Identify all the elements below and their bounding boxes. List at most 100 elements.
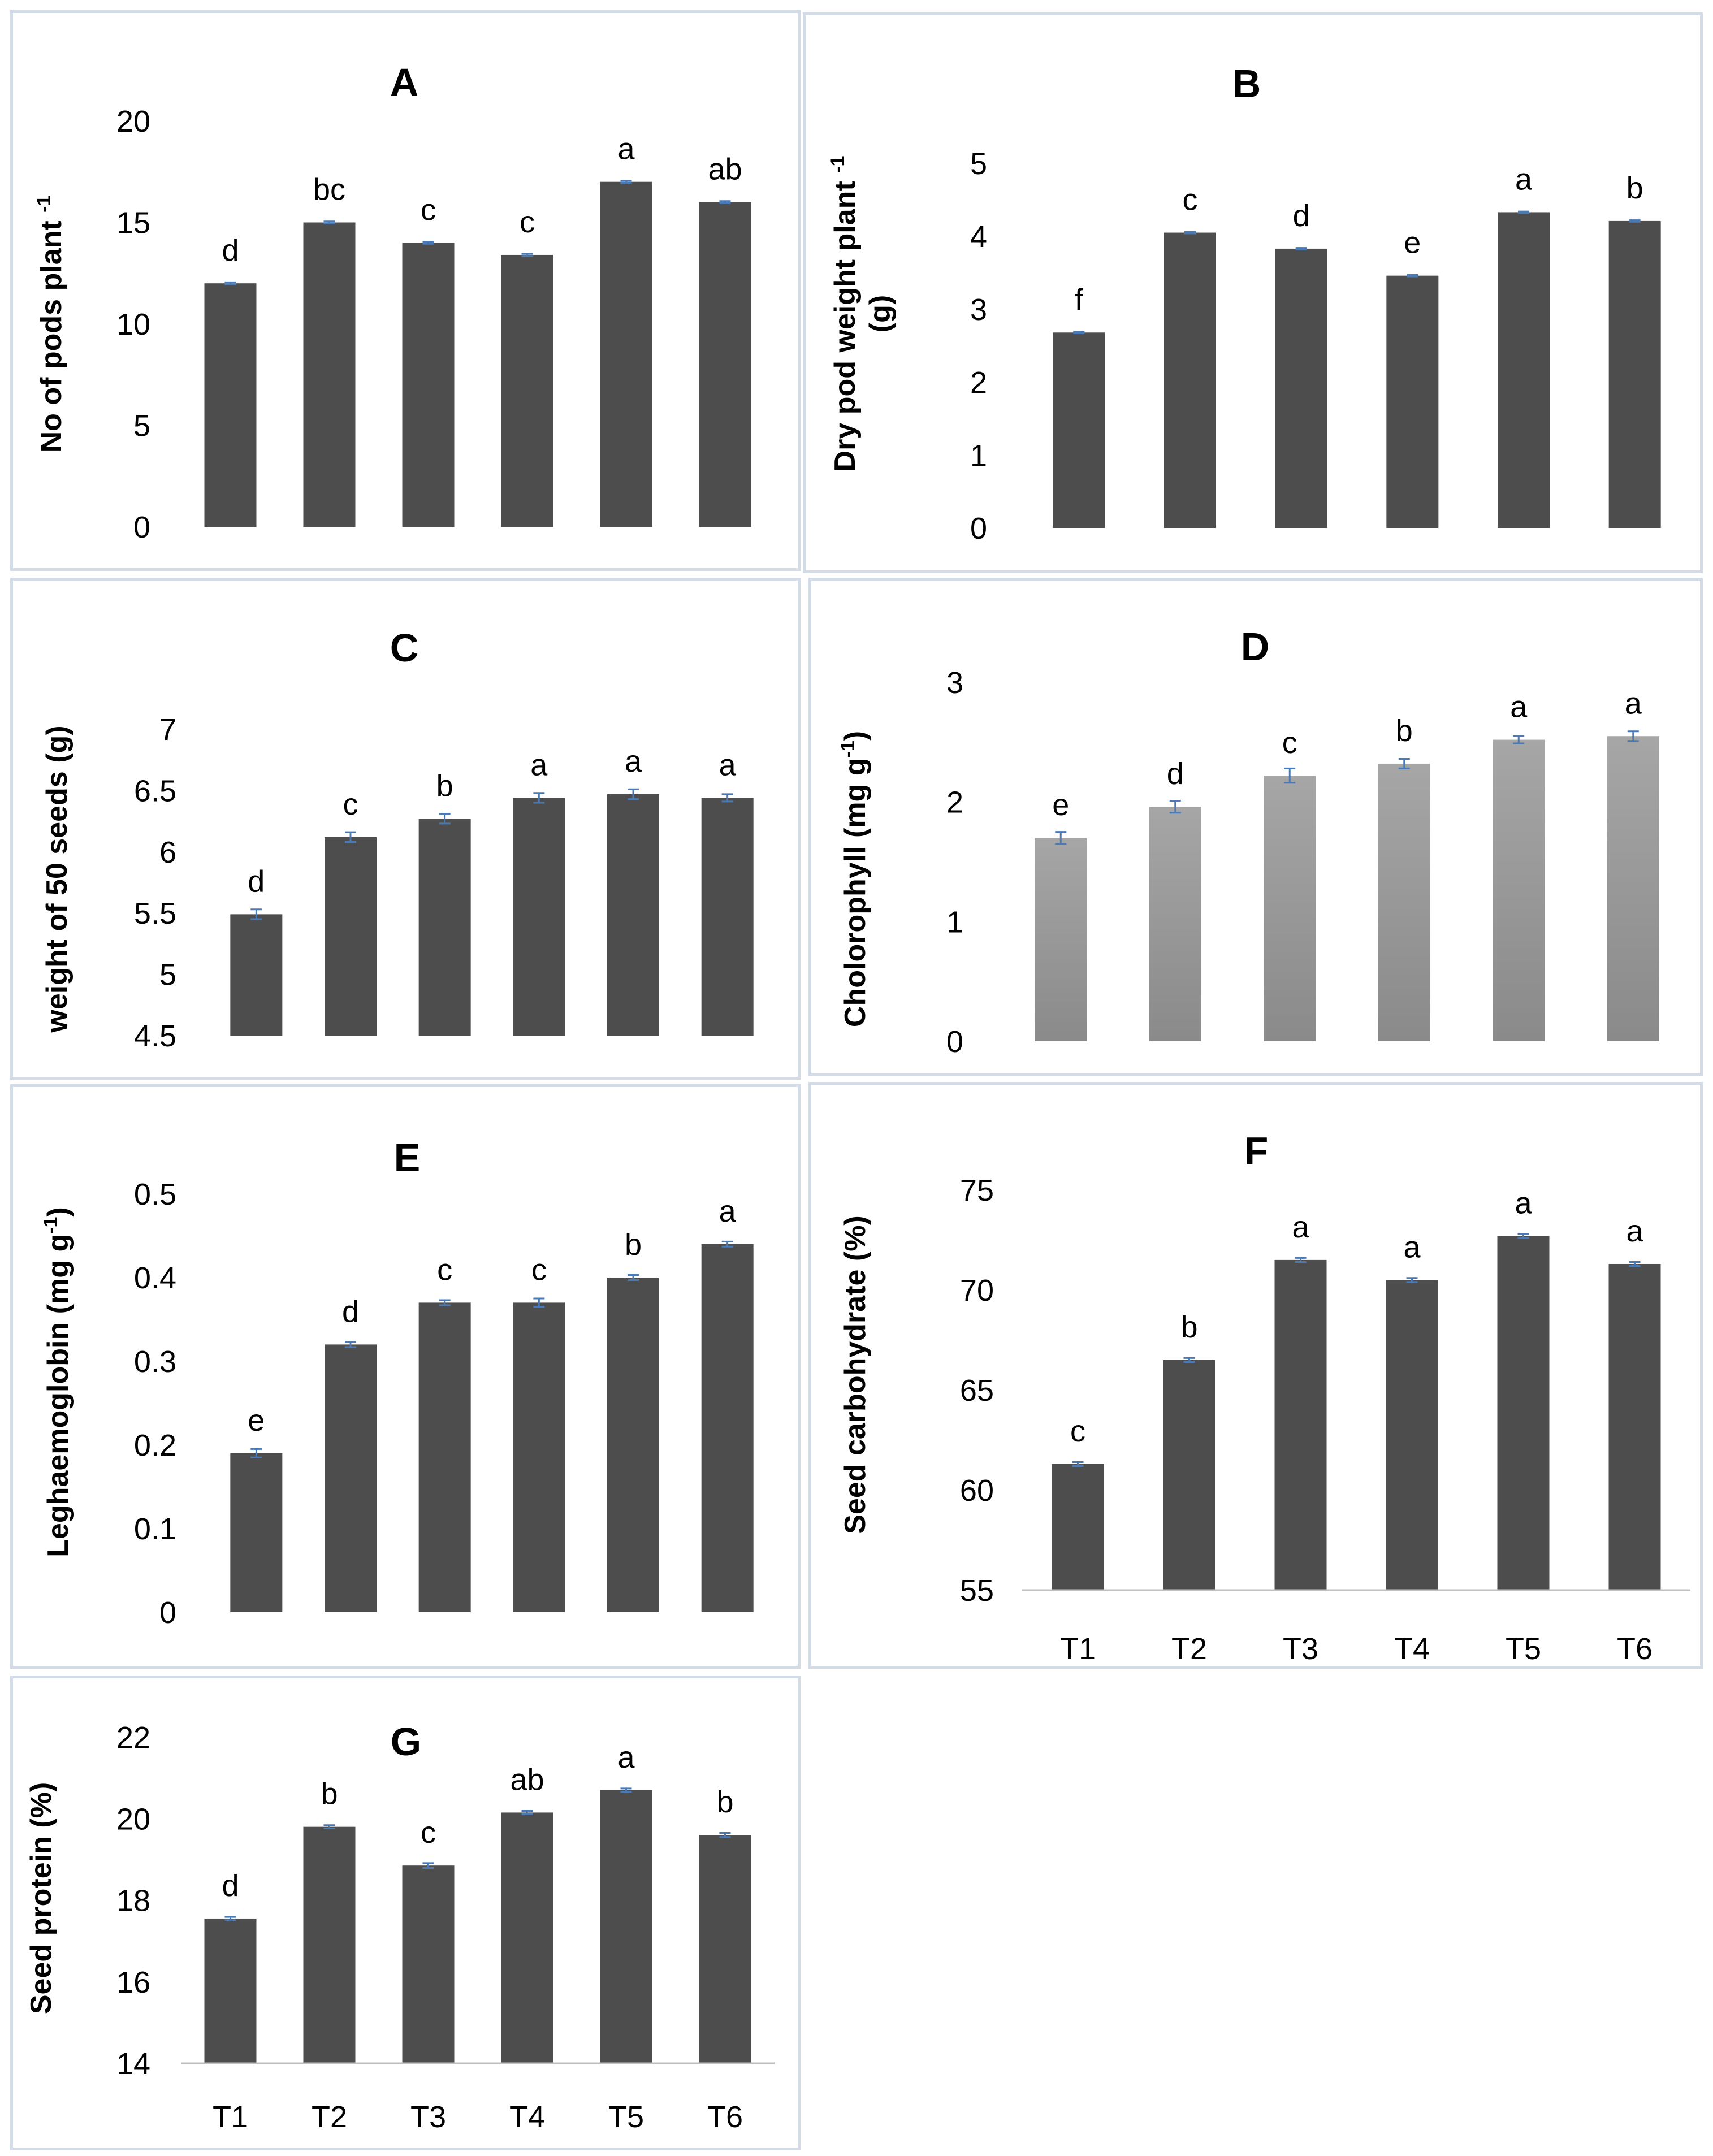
- chart-e-ytick: 0.3: [134, 1345, 176, 1379]
- chart-c-letter: d: [248, 864, 265, 898]
- chart-a-ytick: 10: [116, 308, 150, 341]
- chart-b-ytick: 3: [970, 293, 987, 327]
- chart-f-ytick: 55: [960, 1574, 994, 1608]
- chart-c-bar: [418, 819, 471, 1036]
- chart-b-ylabel-line2: (g): [864, 295, 897, 332]
- chart-f-letter: a: [1292, 1210, 1309, 1244]
- chart-d-bar: [1035, 838, 1087, 1041]
- chart-g-bar: [699, 1835, 751, 2063]
- chart-b-ytick: 5: [970, 147, 987, 181]
- chart-d-letter: d: [1167, 757, 1184, 791]
- chart-b-ylabel: Dry pod weight plant -1: [827, 156, 862, 472]
- chart-f-xtick: T4: [1394, 1632, 1430, 1666]
- chart-d-bar: [1378, 763, 1430, 1041]
- chart-c-letter: c: [343, 787, 358, 821]
- chart-d-ytick: 0: [946, 1025, 963, 1059]
- chart-f-ytick: 70: [960, 1274, 994, 1308]
- chart-g-ylabel: Seed protein (%): [25, 1782, 58, 2014]
- panel-f: [808, 1082, 1703, 1669]
- chart-c-letter: a: [625, 744, 642, 778]
- chart-c-ytick: 6: [159, 835, 176, 869]
- chart-a-letter: c: [421, 193, 436, 227]
- chart-d-ytick: 3: [946, 666, 963, 700]
- chart-d-letter: e: [1052, 788, 1069, 822]
- chart-d-letter: c: [1282, 726, 1297, 760]
- chart-f-bar: [1163, 1360, 1215, 1590]
- chart-g-letter: d: [222, 1869, 239, 1903]
- chart-a-bar: [402, 243, 455, 527]
- chart-g-ytick: 16: [116, 1965, 150, 1999]
- chart-a-letter: c: [520, 205, 535, 239]
- chart-g-xtick: T1: [213, 2100, 248, 2134]
- chart-g-letter: a: [617, 1741, 635, 1774]
- chart-f-bar: [1608, 1263, 1661, 1590]
- chart-b-ytick: 0: [970, 512, 987, 546]
- chart-f-bar: [1386, 1280, 1438, 1590]
- chart-f-xtick: T2: [1171, 1632, 1207, 1666]
- chart-f-bar: [1497, 1236, 1550, 1590]
- chart-g-letter: b: [321, 1777, 338, 1811]
- chart-a-letter: ab: [708, 153, 742, 187]
- chart-a-bar: [600, 181, 652, 527]
- chart-g-bar: [204, 1918, 257, 2063]
- chart-g-bar: [402, 1865, 455, 2063]
- chart-g-ytick: 14: [116, 2047, 150, 2081]
- chart-d-title: D: [1241, 625, 1270, 669]
- chart-d-bar: [1149, 807, 1201, 1041]
- chart-a-bar: [501, 254, 553, 527]
- chart-b-title: B: [1232, 62, 1261, 106]
- chart-e-ytick: 0.1: [134, 1512, 176, 1546]
- chart-g-xtick: T2: [312, 2100, 347, 2134]
- chart-a-ylabel: No of pods plant -1: [33, 196, 68, 453]
- chart-b-ytick: 2: [970, 366, 987, 400]
- chart-c-letter: a: [530, 748, 548, 782]
- chart-e-bar: [325, 1344, 377, 1612]
- chart-f-ylabel: Seed carbohydrate (%): [839, 1215, 872, 1534]
- chart-e-bar: [513, 1302, 565, 1612]
- chart-b-bar: [1608, 220, 1661, 528]
- chart-g-xtick: T3: [410, 2100, 446, 2134]
- chart-b-ytick: 1: [970, 439, 987, 473]
- chart-c-title: C: [390, 626, 419, 670]
- chart-g-ytick: 18: [116, 1884, 150, 1918]
- chart-b-bar: [1275, 248, 1327, 528]
- chart-f-xtick: T5: [1506, 1632, 1541, 1666]
- chart-a-ytick: 20: [116, 105, 150, 138]
- chart-b-letter: a: [1515, 162, 1533, 196]
- chart-f-xtick: T6: [1617, 1632, 1653, 1666]
- chart-b-bar: [1164, 232, 1216, 528]
- chart-g-bar: [600, 1790, 652, 2063]
- chart-a-letter: bc: [313, 173, 345, 207]
- chart-a-ytick: 0: [133, 510, 150, 544]
- chart-b-letter: d: [1293, 199, 1310, 233]
- chart-a-bar: [303, 222, 356, 527]
- chart-e-ytick: 0.2: [134, 1428, 176, 1462]
- chart-f-ytick: 75: [960, 1174, 994, 1207]
- chart-b-ytick: 4: [970, 220, 987, 254]
- chart-g-xtick: T5: [608, 2100, 644, 2134]
- chart-d-bar: [1493, 739, 1545, 1041]
- chart-f-letter: c: [1070, 1414, 1085, 1448]
- chart-g-bar: [303, 1826, 356, 2063]
- chart-g-bar: [501, 1812, 553, 2063]
- chart-f-ytick: 65: [960, 1374, 994, 1408]
- chart-e-title: E: [394, 1136, 421, 1180]
- chart-c-letter: a: [719, 748, 737, 782]
- chart-d-ytick: 2: [946, 786, 963, 820]
- chart-a-ytick: 5: [133, 409, 150, 443]
- chart-c-bar: [513, 798, 565, 1036]
- chart-b-bar: [1053, 332, 1105, 528]
- chart-e-letter: e: [248, 1404, 265, 1438]
- chart-b-bar: [1386, 275, 1439, 528]
- chart-c-ytick: 5.5: [134, 897, 176, 930]
- chart-g-ytick: 22: [116, 1721, 150, 1755]
- chart-a-bar: [699, 202, 751, 527]
- chart-e-letter: b: [625, 1228, 642, 1262]
- chart-c-bar: [325, 837, 377, 1036]
- chart-g-ytick: 20: [116, 1802, 150, 1836]
- chart-c-ytick: 7: [159, 713, 176, 747]
- chart-c-letter: b: [436, 769, 453, 803]
- chart-g-xtick: T4: [509, 2100, 545, 2134]
- chart-f-title: F: [1244, 1129, 1269, 1173]
- chart-e-bar: [701, 1244, 754, 1612]
